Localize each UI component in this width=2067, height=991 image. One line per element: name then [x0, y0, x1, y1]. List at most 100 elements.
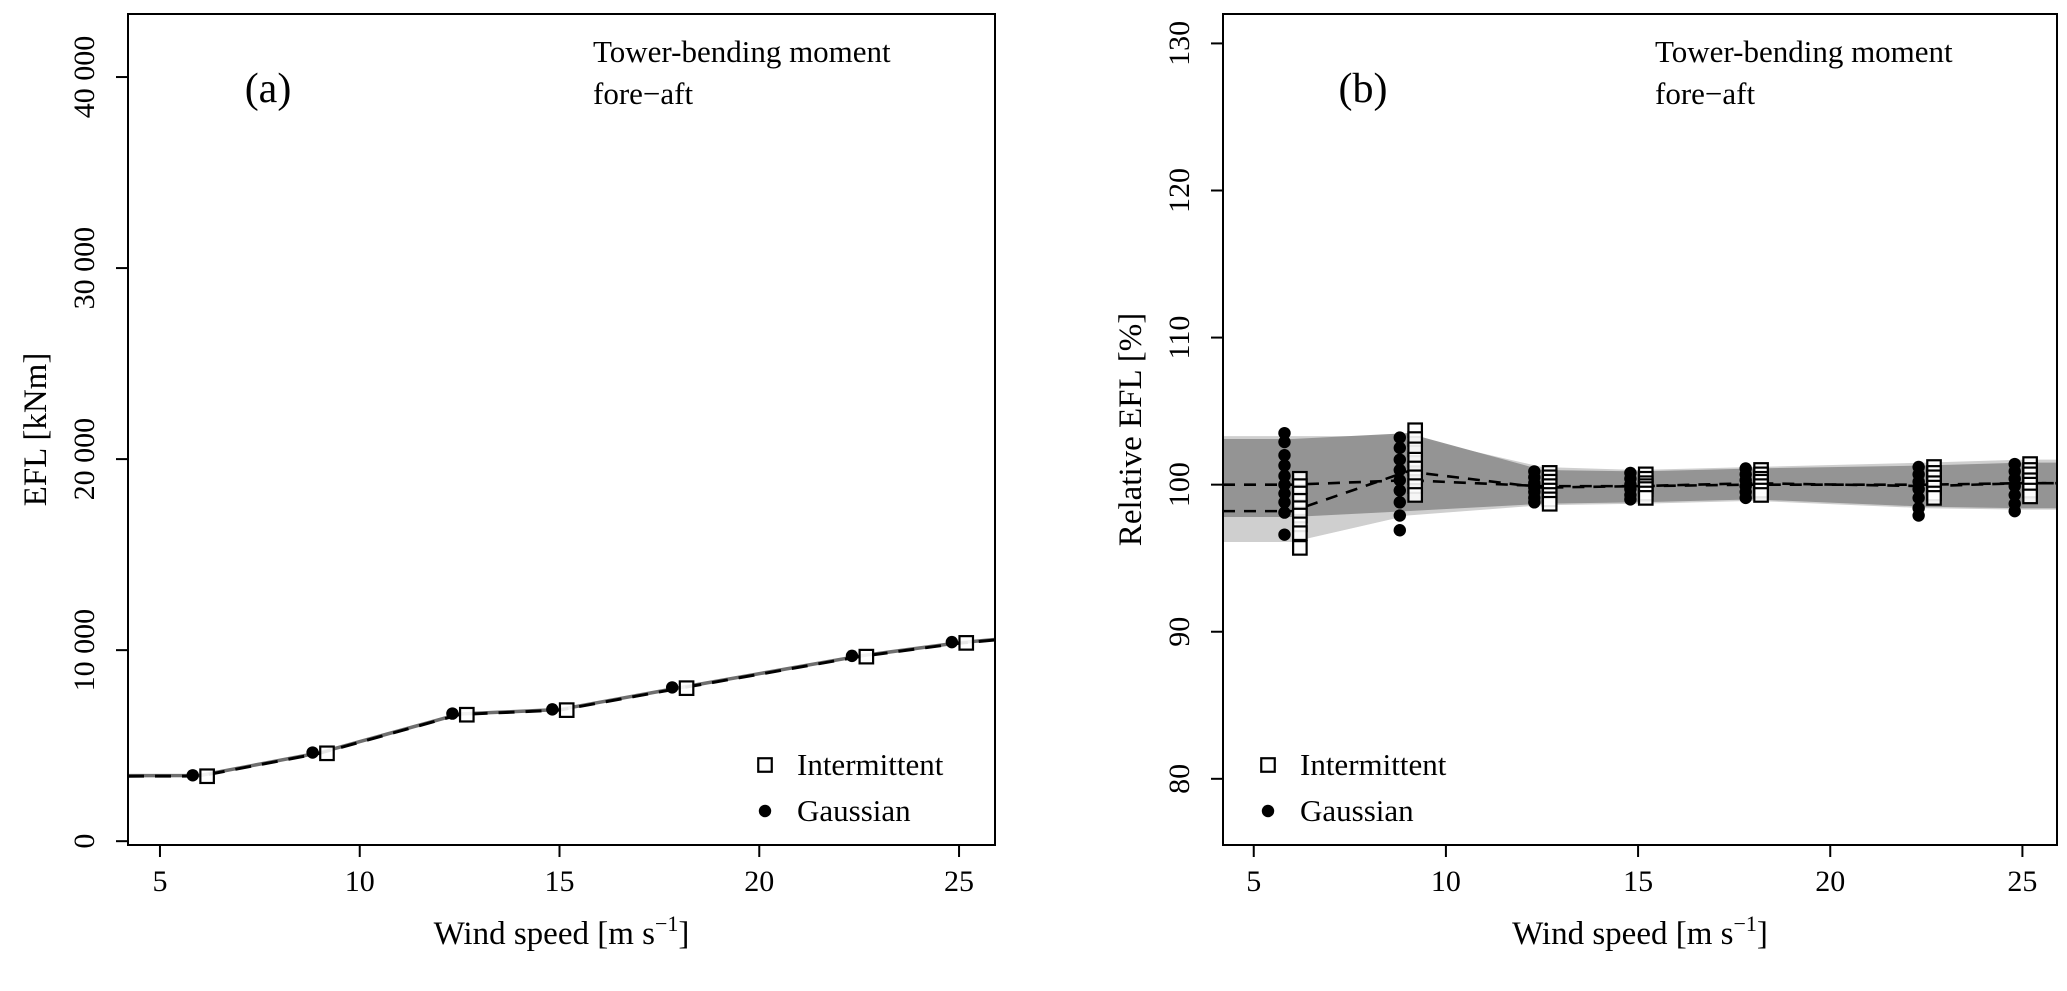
panel-a-ylabel: EFL [kNm]	[18, 353, 54, 507]
panel-b-line-gaussian-mean	[1223, 478, 2057, 488]
y-tick-label: 110	[1163, 316, 1196, 360]
gaussian-point-icon	[1278, 426, 1291, 440]
y-tick-label: 80	[1163, 764, 1196, 794]
panel-b-axes: 5 10 15 20 25 80 90 100 110 120 130	[1163, 13, 2058, 898]
x-tick-label: 25	[2007, 865, 2037, 898]
x-tick-label: 20	[1815, 865, 1845, 898]
panel-b-xlabel: Wind speed [m s−1]	[1512, 911, 1768, 952]
x-tick-label: 25	[944, 865, 974, 898]
x-tick-label: 10	[345, 865, 375, 898]
panel-b-annotation-line: fore−aft	[1655, 76, 1755, 111]
panel-a-series-intermittent	[199, 635, 975, 785]
panel-a-legend-label: Gaussian	[797, 793, 911, 828]
gaussian-point-icon	[186, 769, 199, 782]
gaussian-point-icon	[1278, 496, 1291, 509]
intermittent-point-icon	[1637, 490, 1654, 506]
x-tick-label: 5	[1246, 865, 1261, 898]
gaussian-point-icon	[1393, 484, 1406, 497]
gaussian-point-icon	[546, 703, 559, 716]
gaussian-point-icon	[1912, 491, 1925, 505]
panel-b-series-gaussian	[1278, 426, 2021, 541]
y-tick-label: 20 000	[68, 418, 101, 501]
gaussian-point-icon	[446, 707, 459, 720]
x-tick-label: 15	[545, 865, 575, 898]
intermittent-point-icon	[1541, 495, 1558, 512]
panel-b-plot-box	[1222, 13, 2058, 846]
intermittent-point-icon	[199, 768, 215, 785]
panel-b-legend-label: Intermittent	[1300, 747, 1447, 782]
x-tick-label: 10	[1431, 865, 1461, 898]
y-tick-label: 30 000	[68, 227, 101, 310]
gaussian-point-icon	[1278, 478, 1291, 491]
panel-a-annotation-line: fore−aft	[593, 76, 693, 111]
gaussian-point-icon	[2008, 504, 2021, 518]
gaussian-point-icon	[1528, 496, 1541, 509]
panel-a-annotation: Tower-bending moment fore−aft	[593, 34, 891, 111]
gaussian-point-icon	[1278, 487, 1291, 500]
y-tick-label: 0	[68, 834, 101, 849]
panel-b-ylabel: Relative EFL [%]	[1113, 313, 1149, 546]
y-tick-label: 40 000	[68, 36, 101, 119]
panel-a-legend: Intermittent Gaussian	[757, 747, 944, 828]
intermittent-point-icon	[458, 706, 475, 723]
intermittent-point-icon	[1260, 757, 1276, 773]
panel-b-legend: Intermittent Gaussian	[1260, 747, 1447, 828]
gaussian-point-icon	[306, 746, 319, 759]
intermittent-point-icon	[678, 680, 695, 697]
gaussian-point-icon	[1261, 804, 1275, 818]
gaussian-point-icon	[1393, 441, 1406, 455]
panel-a-annotation-line: Tower-bending moment	[593, 34, 891, 69]
panel-a: 5 10 15 20 25 0 10 000 20 000 30 000 40 000 Wind s…	[18, 13, 996, 952]
gaussian-point-icon	[1278, 459, 1291, 472]
panel-a-xlabel: Wind speed [m s−1]	[434, 911, 690, 952]
gaussian-point-icon	[1393, 524, 1406, 537]
y-tick-label: 90	[1163, 617, 1196, 647]
gaussian-point-icon	[1393, 496, 1406, 509]
intermittent-point-icon	[1292, 540, 1308, 556]
gaussian-point-icon	[845, 649, 859, 663]
gaussian-point-icon	[1278, 469, 1291, 483]
y-tick-label: 130	[1163, 21, 1196, 66]
gaussian-point-icon	[1278, 506, 1291, 519]
intermittent-point-icon	[1753, 487, 1769, 503]
panel-b-panel-label: (b)	[1339, 66, 1388, 112]
gaussian-point-icon	[1393, 431, 1406, 444]
x-tick-label: 20	[744, 865, 774, 898]
y-tick-label: 120	[1163, 168, 1196, 213]
gaussian-point-icon	[1393, 463, 1406, 477]
panel-b: 5 10 15 20 25 80 90 100 110 120 130 Wind speed [m s…	[1113, 13, 2058, 952]
gaussian-point-icon	[945, 635, 959, 649]
panel-b-legend-label: Gaussian	[1300, 793, 1414, 828]
panel-b-container: 5 10 15 20 25 80 90 100 110 120 130 Wind speed [m s…	[1033, 0, 2067, 986]
intermittent-point-icon	[858, 648, 875, 665]
intermittent-point-icon	[1926, 490, 1942, 506]
gaussian-point-icon	[2008, 479, 2021, 493]
gaussian-point-icon	[1912, 509, 1925, 522]
intermittent-point-icon	[2022, 488, 2038, 505]
y-tick-label: 100	[1163, 462, 1196, 507]
panel-a-plot-box	[127, 13, 996, 846]
panel-a-container: 5 10 15 20 25 0 10 000 20 000 30 000 40 000 Wind s…	[0, 0, 1033, 986]
panel-a-axes: 5 10 15 20 25 0 10 000 20 000 30 000 40 000	[68, 13, 996, 898]
panel-b-annotation-line: Tower-bending moment	[1655, 34, 1953, 69]
gaussian-point-icon	[1278, 435, 1291, 449]
y-tick-label: 10 000	[68, 609, 101, 692]
gaussian-point-icon	[758, 804, 772, 818]
gaussian-point-icon	[1278, 449, 1291, 462]
intermittent-point-icon	[1292, 525, 1308, 542]
panel-a-legend-label: Intermittent	[797, 747, 944, 782]
panel-b-annotation: Tower-bending moment fore−aft	[1655, 34, 1953, 111]
x-tick-label: 15	[1623, 865, 1653, 898]
gaussian-point-icon	[1624, 493, 1637, 506]
gaussian-point-icon	[1912, 482, 1925, 496]
x-tick-label: 5	[152, 865, 167, 898]
intermittent-point-icon	[757, 757, 773, 773]
gaussian-point-icon	[665, 681, 679, 694]
panel-a-panel-label: (a)	[245, 66, 292, 112]
panel-b-series-intermittent	[1292, 422, 2038, 556]
intermittent-point-icon	[319, 745, 335, 762]
gaussian-point-icon	[1393, 453, 1406, 466]
gaussian-point-icon	[1393, 509, 1406, 522]
gaussian-point-icon	[1393, 474, 1406, 487]
